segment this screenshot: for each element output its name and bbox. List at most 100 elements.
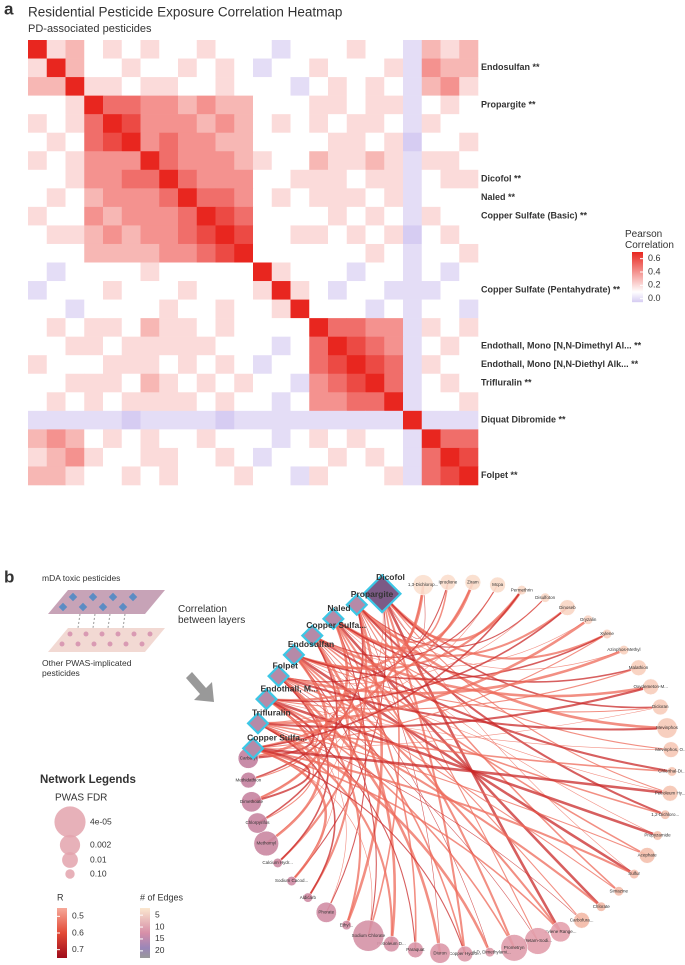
- heatmap-cell: [440, 336, 460, 356]
- heatmap-cell: [290, 169, 310, 189]
- heatmap-cell: [384, 77, 404, 96]
- fdr-legend-label: 0.01: [90, 854, 107, 864]
- heatmap-cell: [440, 169, 460, 189]
- heatmap-cell: [253, 447, 273, 467]
- heatmap-cell: [253, 151, 273, 171]
- heatmap-cell: [234, 466, 254, 486]
- heatmap-cell: [121, 114, 141, 134]
- colorbar-segment: [632, 277, 643, 279]
- heatmap-cell: [84, 206, 104, 226]
- heatmap-cell: [140, 188, 160, 208]
- heatmap-cell: [403, 206, 423, 226]
- colorbar-tick-label: 20: [155, 945, 165, 955]
- network-edge: [312, 635, 491, 953]
- network-edge: [252, 747, 635, 875]
- colorbar-segment: [632, 290, 643, 292]
- heatmap-cell: [346, 225, 366, 245]
- colorbar-segment: [632, 257, 643, 259]
- network-node: [489, 576, 506, 594]
- heatmap-cell: [121, 206, 141, 226]
- heatmap-cell: [421, 132, 441, 152]
- network-edge: [253, 633, 608, 749]
- node-label: Petroleum D...: [377, 941, 406, 946]
- colorbar-segment: [632, 287, 643, 289]
- node-label: Mcpa: [492, 582, 504, 587]
- heatmap-cell: [440, 392, 460, 412]
- heatmap-cell: [178, 429, 198, 449]
- heatmap-cell: [46, 225, 66, 245]
- heatmap-cell: [459, 169, 479, 189]
- heatmap-cell: [121, 336, 141, 356]
- heatmap-cell: [403, 355, 423, 375]
- heatmap-cell: [46, 299, 66, 319]
- toxic-label: Naled: [327, 603, 350, 613]
- heatmap-cell: [328, 132, 348, 152]
- heatmap-cell: [84, 58, 104, 78]
- heatmap-cell: [346, 281, 366, 300]
- network-edge: [293, 654, 466, 955]
- heatmap-cell: [421, 40, 441, 59]
- panel-letter: a: [4, 0, 14, 18]
- heatmap-cell: [140, 392, 160, 412]
- network-node: [500, 934, 528, 962]
- node-label: Simazine: [610, 888, 629, 893]
- row-label: Copper Sulfate (Pentahydrate) **: [481, 285, 621, 295]
- node-label: Propyzamide: [644, 833, 671, 838]
- heatmap-cell: [84, 447, 104, 467]
- heatmap-cell: [215, 447, 235, 467]
- heatmap-cell: [178, 206, 198, 226]
- heatmap-cell: [103, 243, 123, 263]
- heatmap-cell: [178, 373, 198, 393]
- heatmap-cell: [178, 77, 198, 96]
- heatmap-cell: [46, 392, 66, 412]
- network-edge: [257, 722, 314, 824]
- heatmap-cell: [215, 243, 235, 263]
- heatmap-cell: [384, 114, 404, 134]
- network-edge: [257, 722, 648, 856]
- heatmap-cell: [140, 95, 160, 115]
- heatmap-cell: [178, 392, 198, 412]
- heatmap-cell: [46, 132, 66, 152]
- heatmap-cell: [234, 243, 254, 263]
- heatmap-cell: [459, 336, 479, 356]
- heatmap-cell: [159, 206, 179, 226]
- heatmap-cell: [46, 188, 66, 208]
- colorbar-segment: [632, 297, 643, 299]
- heatmap-cell: [328, 114, 348, 134]
- heatmap-cell: [121, 132, 141, 152]
- heatmap-cell: [215, 299, 235, 319]
- heatmap-cell: [215, 281, 235, 300]
- heatmap-cell: [290, 299, 310, 319]
- heatmap-cell: [215, 410, 235, 430]
- heatmap-cell: [103, 392, 123, 412]
- heatmap-cell: [103, 58, 123, 78]
- node-label: Ethyl...: [340, 922, 354, 927]
- legend-subtitle: # of Edges: [140, 892, 184, 902]
- colorbar-segment: [632, 283, 643, 285]
- heatmap-cell: [290, 225, 310, 245]
- heatmap-cell: [215, 114, 235, 134]
- heatmap-cell: [459, 58, 479, 78]
- heatmap-cell: [290, 262, 310, 282]
- toxic-node: [345, 593, 369, 617]
- heatmap-cell: [103, 95, 123, 115]
- heatmap-cell: [271, 114, 291, 134]
- heatmap-cell: [84, 392, 104, 412]
- heatmap-cell: [253, 466, 273, 486]
- colorbar-segment: [632, 262, 643, 264]
- colorbar-segment: [632, 298, 643, 300]
- heatmap-cell: [440, 262, 460, 282]
- heatmap-cell: [459, 373, 479, 393]
- heatmap-cell: [421, 392, 441, 412]
- heatmap-cell: [346, 77, 366, 96]
- network-edge: [257, 722, 336, 899]
- heatmap-cell: [178, 281, 198, 300]
- heatmap-cell: [421, 243, 441, 263]
- heatmap-cell: [459, 281, 479, 300]
- fdr-legend-label: 0.002: [90, 839, 112, 849]
- heatmap-cell: [440, 40, 460, 59]
- node-label: Mevinphos, O...: [655, 747, 685, 752]
- heatmap-cell: [215, 77, 235, 96]
- heatmap-cell: [346, 373, 366, 393]
- heatmap-cell: [346, 410, 366, 430]
